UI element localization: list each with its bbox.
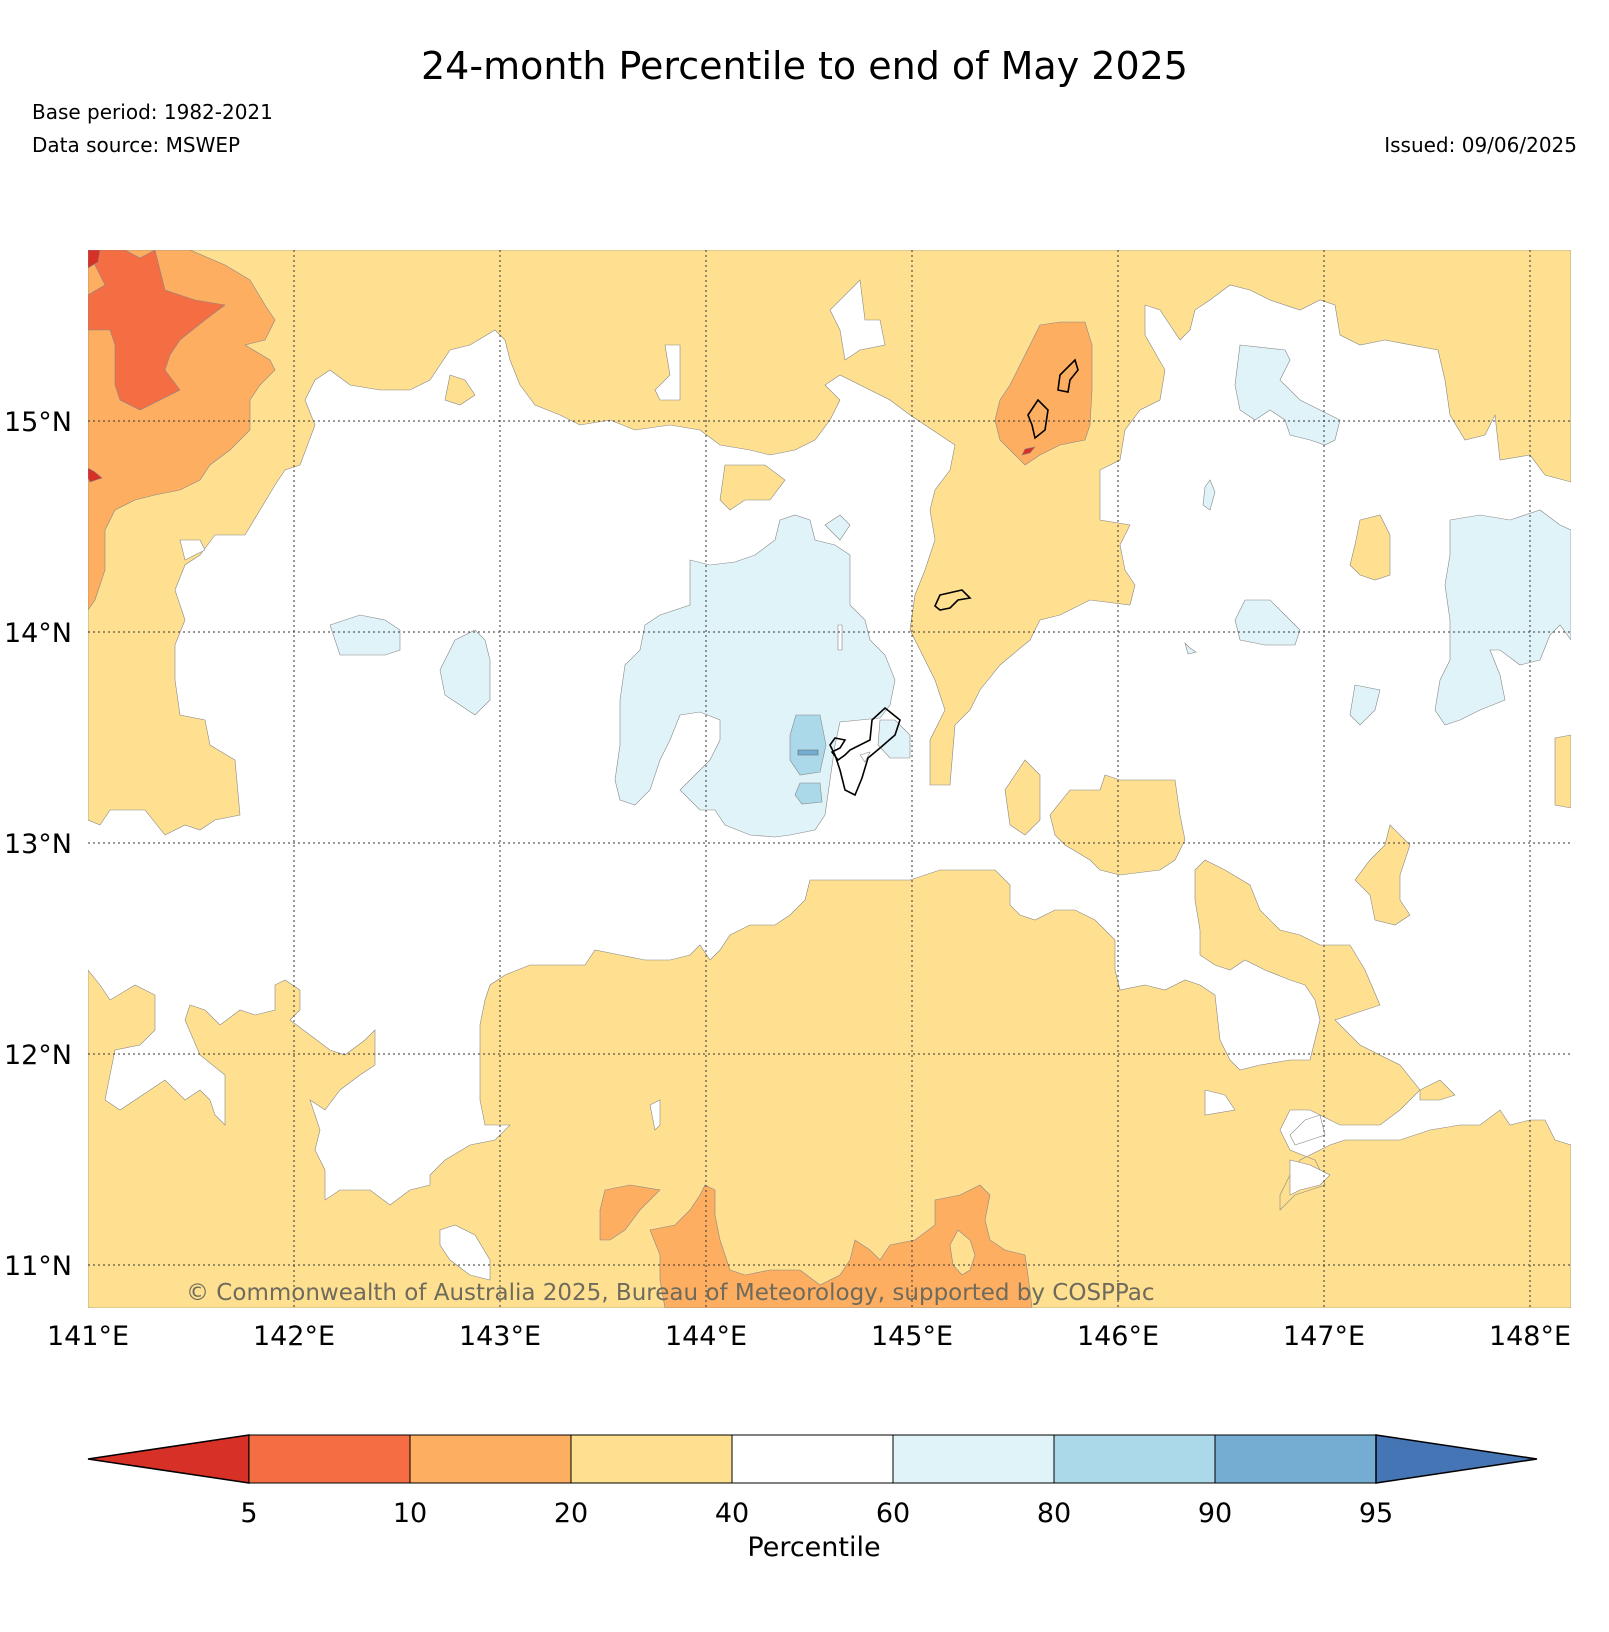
colorbar-box xyxy=(892,1434,1055,1484)
colorbar: 5 10 20 40 60 80 90 95 Percentile xyxy=(87,1434,1538,1563)
colorbar-box xyxy=(1053,1434,1216,1484)
saipan-island-outline xyxy=(1057,358,1079,393)
colorbar-tick-label: 40 xyxy=(715,1498,749,1529)
copyright-notice: © Commonwealth of Australia 2025, Bureau… xyxy=(186,1280,1155,1306)
region-5-10 xyxy=(88,250,226,411)
lat-tick-label: 12°N xyxy=(4,1040,72,1071)
rota-island-outline xyxy=(934,589,972,611)
lat-tick-label: 13°N xyxy=(4,829,72,860)
issued-date-text: Issued: 09/06/2025 xyxy=(1384,133,1577,157)
colorbar-segments xyxy=(87,1434,1538,1484)
colorbar-tick-label: 10 xyxy=(393,1498,427,1529)
map-gridlines xyxy=(88,250,1571,1308)
lon-tick-label: 146°E xyxy=(1077,1321,1159,1352)
page-title: 24-month Percentile to end of May 2025 xyxy=(421,44,1188,88)
colorbar-tick-label: 90 xyxy=(1198,1498,1232,1529)
colorbar-tick-label: 95 xyxy=(1359,1498,1393,1529)
coastline-outlines xyxy=(829,358,1079,797)
colorbar-extend-low xyxy=(87,1434,250,1484)
longitude-labels: 141°E 142°E 143°E 144°E 145°E 146°E 147°E 148°E xyxy=(47,1321,1571,1352)
lon-tick-label: 142°E xyxy=(253,1321,335,1352)
lat-tick-label: 15°N xyxy=(4,407,72,438)
colorbar-box xyxy=(731,1434,894,1484)
lon-tick-label: 148°E xyxy=(1489,1321,1571,1352)
colorbar-box xyxy=(570,1434,733,1484)
colorbar-box xyxy=(409,1434,572,1484)
latitude-labels: 15°N 14°N 13°N 12°N 11°N xyxy=(4,407,72,1282)
tinian-island-outline xyxy=(1027,398,1049,440)
colorbar-tick-label: 60 xyxy=(876,1498,910,1529)
region-60-80 xyxy=(329,344,1571,838)
colorbar-title: Percentile xyxy=(747,1532,880,1563)
colorbar-tick-label: 80 xyxy=(1037,1498,1071,1529)
colorbar-box xyxy=(248,1434,411,1484)
colorbar-extend-high xyxy=(1375,1434,1538,1484)
lat-tick-label: 11°N xyxy=(4,1251,72,1282)
lon-tick-label: 143°E xyxy=(459,1321,541,1352)
lon-tick-label: 141°E xyxy=(47,1321,129,1352)
percentile-map: 141°E 142°E 143°E 144°E 145°E 146°E 147°E 148°E… xyxy=(4,250,1571,1352)
lon-tick-label: 144°E xyxy=(665,1321,747,1352)
colorbar-tick-labels: 5 10 20 40 60 80 90 95 xyxy=(240,1498,1393,1529)
percentile-regions xyxy=(88,250,1571,1308)
lon-tick-label: 147°E xyxy=(1283,1321,1365,1352)
colorbar-tick-label: 20 xyxy=(554,1498,588,1529)
data-source-text: Data source: MSWEP xyxy=(32,133,241,157)
colorbar-box xyxy=(1214,1434,1377,1484)
base-period-text: Base period: 1982-2021 xyxy=(32,100,273,124)
region-80-90 xyxy=(789,714,827,805)
lon-tick-label: 145°E xyxy=(871,1321,953,1352)
colorbar-tick-label: 5 xyxy=(240,1498,257,1529)
region-lt5 xyxy=(88,250,1036,483)
region-90-95 xyxy=(797,749,819,756)
guam-island-outline xyxy=(829,706,901,797)
region-40-60 xyxy=(179,279,1331,1281)
lat-tick-label: 14°N xyxy=(4,618,72,649)
